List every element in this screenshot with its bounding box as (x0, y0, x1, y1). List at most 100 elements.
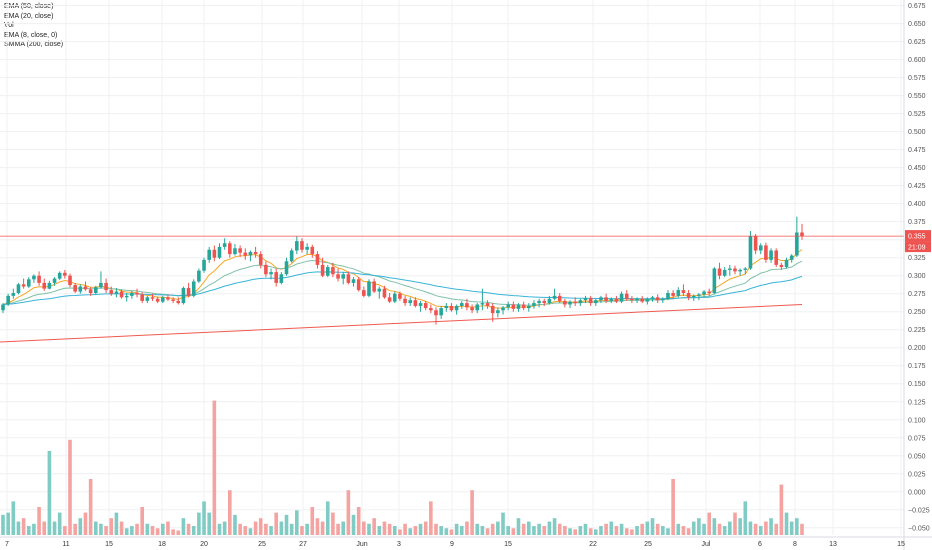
legend-ema20[interactable]: EMA (20, close) (4, 12, 54, 20)
ema8-line (2, 249, 803, 309)
candle-body (769, 250, 773, 260)
volume-bar (800, 523, 804, 535)
time-tick-label: 15 (105, 541, 113, 548)
candle-body (753, 236, 758, 251)
candle-body (789, 255, 794, 260)
price-tick-label: 0.325 (908, 255, 926, 262)
candle-body (212, 249, 217, 258)
candle-body (305, 246, 309, 250)
candle-body (83, 286, 88, 290)
candle-body (119, 291, 124, 298)
candle-body (387, 297, 392, 302)
volume-bar (485, 528, 490, 535)
volume-bar (738, 518, 742, 535)
candle-body (130, 292, 134, 296)
price-tick-label: 0.525 (908, 111, 926, 118)
volume-bar (552, 518, 557, 535)
volume-bar (614, 526, 619, 535)
volume-bar (764, 521, 768, 535)
volume-bar (135, 523, 139, 535)
volume-bar (228, 490, 232, 535)
volume-bar (624, 528, 629, 535)
volume-bar (697, 518, 701, 535)
volume-bar (222, 521, 227, 535)
volume-bar (496, 521, 500, 535)
volume-bar (398, 529, 402, 535)
volume-bar (686, 528, 691, 535)
volume-bar (351, 514, 356, 535)
time-tick-label: 25 (258, 541, 266, 548)
volume-bar (83, 512, 88, 535)
volume-bar (6, 512, 10, 535)
volume-bar (403, 523, 407, 535)
candle-body (702, 291, 706, 295)
candle-body (470, 307, 474, 311)
price-tick-label: 0.150 (908, 381, 926, 388)
candle-body (181, 287, 186, 304)
price-tick-label: 0.650 (908, 21, 926, 28)
candle-body (630, 298, 634, 301)
candle-body (37, 275, 41, 283)
candles (1, 216, 804, 325)
candle-body (557, 295, 562, 301)
volume-bar (465, 521, 469, 535)
volume-bar (748, 521, 753, 535)
volume-bar (274, 512, 279, 535)
legend-ema8[interactable]: EMA (8, close, 0) (4, 31, 58, 39)
legend-vol[interactable]: Vol (4, 22, 14, 29)
volume-bar (717, 523, 722, 535)
time-tick-label: Jun (356, 541, 367, 548)
volume-bar (88, 479, 93, 535)
candle-body (228, 243, 232, 255)
volume-bar (480, 526, 485, 535)
volume-bar (774, 523, 779, 535)
volume-bar (728, 521, 732, 535)
candle-body (537, 300, 541, 304)
volume-bar (269, 526, 273, 535)
volume-bar (563, 526, 567, 535)
candle-body (738, 269, 742, 272)
candle-body (449, 305, 454, 311)
volume-bar (243, 526, 248, 535)
volume-bar (325, 501, 330, 535)
candle-body (63, 272, 67, 276)
volume-bar (284, 514, 289, 535)
candle-body (109, 290, 114, 294)
candle-body (243, 252, 248, 256)
candle-body (32, 275, 36, 280)
candle-body (743, 268, 748, 270)
candle-body (604, 297, 608, 301)
candle-body (78, 286, 83, 292)
candle-body (26, 279, 31, 287)
time-tick-label: 18 (158, 541, 166, 548)
candle-body (310, 246, 315, 255)
volume-bar (320, 521, 325, 535)
volume-bar (26, 526, 31, 535)
price-axis[interactable]: 0.675 0.650 0.625 0.600 0.575 0.550 0.525 0.500… (903, 0, 930, 550)
volume-bar (16, 521, 21, 535)
candle-body (614, 298, 619, 302)
volume-bar (439, 526, 443, 535)
volume-bar (289, 523, 294, 535)
candle-body (264, 264, 268, 275)
candle-body (423, 303, 428, 309)
legend-smma200[interactable]: SMMA (200, close) (4, 41, 64, 48)
price-tick-label: 0.675 (908, 3, 926, 10)
legend-ema50[interactable]: EMA (50, close) (4, 3, 54, 10)
volume-bar (676, 523, 681, 535)
volume-bar (73, 523, 77, 535)
candle-body (42, 282, 47, 289)
candle-body (552, 295, 557, 299)
volume-bar (52, 521, 57, 535)
candle-body (676, 290, 681, 296)
volume-bar (217, 523, 222, 535)
volume-bar (331, 512, 335, 535)
price-tick-label: 0.425 (908, 183, 926, 190)
time-axis[interactable]: 7 11 15 18 20 25 27 Jun 3 9 15 22 25 Jul 6 8 13 15 (0, 536, 932, 548)
candle-body (666, 292, 670, 299)
price-tick-label: 0.300 (908, 273, 926, 280)
volume-bar (1, 514, 5, 535)
volume-bar (429, 501, 433, 535)
candle-body (186, 287, 191, 296)
